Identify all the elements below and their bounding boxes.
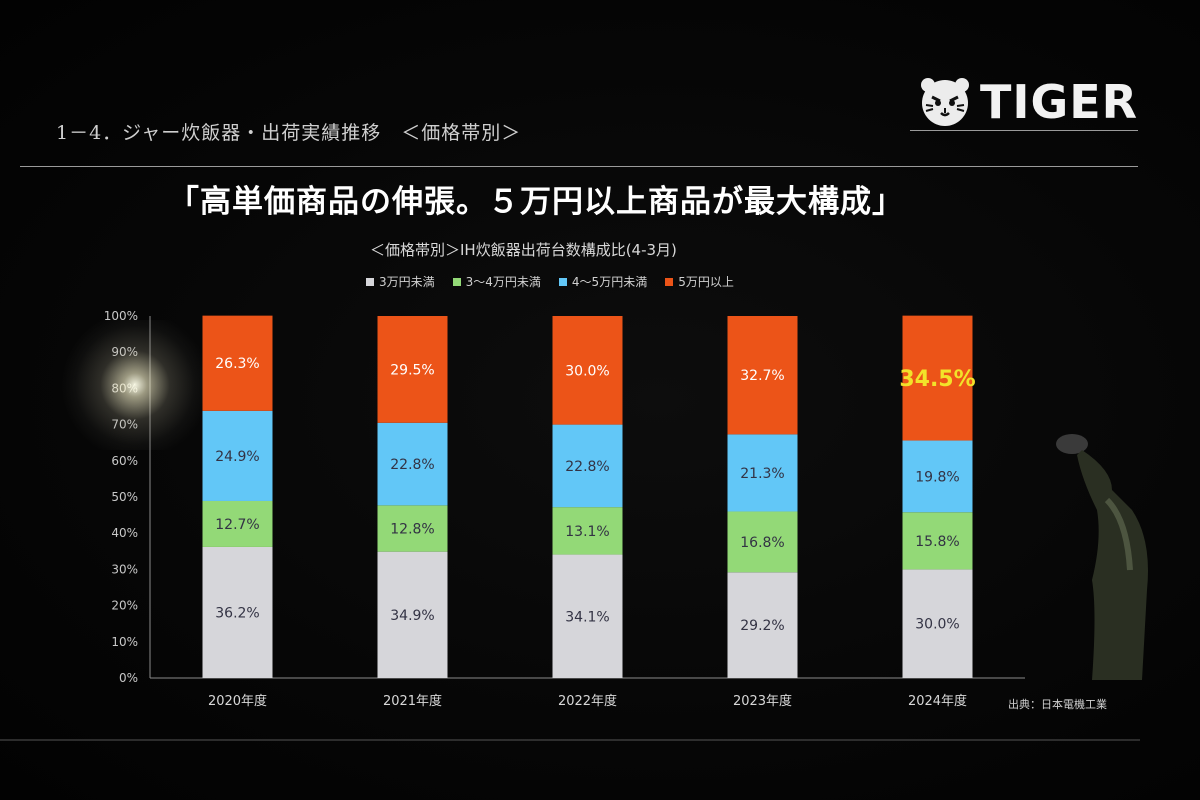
bar-segment bbox=[552, 316, 623, 425]
x-tick-label: 2024年度 bbox=[908, 693, 967, 709]
y-tick-label: 60% bbox=[111, 454, 138, 468]
bar-segment bbox=[202, 500, 273, 547]
data-label: 22.8% bbox=[390, 457, 434, 473]
bar-segment bbox=[902, 315, 973, 441]
x-tick-label: 2023年度 bbox=[733, 693, 792, 709]
legend-swatch bbox=[665, 277, 674, 286]
data-label: 21.3% bbox=[740, 466, 784, 482]
bar-segment bbox=[552, 554, 623, 678]
x-tick-label: 2020年度 bbox=[208, 693, 267, 709]
data-label: 34.5% bbox=[899, 367, 975, 392]
data-label: 12.7% bbox=[215, 517, 259, 533]
data-label: 22.8% bbox=[565, 459, 609, 475]
y-tick-label: 10% bbox=[111, 635, 138, 649]
tiger-logo: TIGER bbox=[918, 74, 1138, 130]
data-label: 19.8% bbox=[915, 469, 959, 485]
x-tick-label: 2022年度 bbox=[558, 693, 617, 709]
data-label: 15.8% bbox=[915, 534, 959, 550]
data-label: 30.0% bbox=[915, 617, 959, 633]
y-tick-label: 90% bbox=[111, 345, 138, 359]
bar-segment bbox=[552, 507, 623, 555]
data-label: 34.1% bbox=[565, 609, 609, 625]
data-label: 12.8% bbox=[390, 521, 434, 537]
logo-underline bbox=[910, 130, 1138, 131]
legend-swatch bbox=[366, 277, 374, 286]
data-label: 32.7% bbox=[740, 368, 784, 384]
chart-legend: 3万円未満 3～4万円未満 4～5万円未満 5万円以上 bbox=[366, 273, 734, 290]
legend-label: 5万円以上 bbox=[678, 275, 734, 289]
bar-segment bbox=[377, 551, 448, 678]
legend-swatch bbox=[558, 277, 567, 286]
bar-segment bbox=[902, 512, 973, 570]
y-tick-label: 0% bbox=[119, 671, 138, 685]
header-divider bbox=[20, 166, 1138, 167]
bar-segment bbox=[377, 422, 448, 506]
legend-label: 3万円未満 bbox=[379, 275, 435, 289]
bar-segment bbox=[727, 572, 798, 678]
bar-segment bbox=[202, 546, 273, 678]
legend-label: 3～4万円未満 bbox=[465, 275, 541, 289]
y-tick-label: 80% bbox=[111, 381, 138, 395]
tiger-head-icon bbox=[921, 78, 969, 126]
data-label: 30.0% bbox=[565, 363, 609, 379]
bar-segment bbox=[727, 316, 798, 435]
y-tick-label: 50% bbox=[111, 490, 138, 504]
x-tick-label: 2021年度 bbox=[383, 693, 442, 709]
data-label: 16.8% bbox=[740, 535, 784, 551]
headline: 「高単価商品の伸張。５万円以上商品が最大構成」 bbox=[168, 184, 904, 220]
bar-segment bbox=[202, 410, 273, 501]
data-label: 29.5% bbox=[390, 362, 434, 378]
bar-segment bbox=[377, 316, 448, 423]
y-tick-label: 70% bbox=[111, 418, 138, 432]
legend-item-4-5man: 4～5万円未満 bbox=[558, 273, 648, 290]
bar-segment bbox=[202, 315, 273, 411]
legend-swatch bbox=[452, 277, 461, 286]
legend-item-under-3man: 3万円未満 bbox=[366, 273, 435, 290]
data-label: 13.1% bbox=[565, 524, 609, 540]
legend-item-over-5man: 5万円以上 bbox=[665, 273, 734, 290]
y-tick-label: 30% bbox=[111, 562, 138, 576]
bar-segment bbox=[552, 424, 623, 508]
y-tick-label: 20% bbox=[111, 599, 138, 613]
data-label: 26.3% bbox=[215, 356, 259, 372]
chart-title: ＜価格帯別＞IH炊飯器出荷台数構成比(4-3月) bbox=[370, 241, 677, 259]
y-tick-label: 40% bbox=[111, 526, 138, 540]
data-label: 34.9% bbox=[390, 608, 434, 624]
data-label: 36.2% bbox=[215, 605, 259, 621]
bar-segment bbox=[377, 505, 448, 552]
presenter-figure bbox=[1056, 434, 1148, 680]
y-tick-label: 100% bbox=[104, 309, 138, 323]
bar-segment bbox=[902, 569, 973, 678]
bar-segment bbox=[902, 440, 973, 513]
legend-item-3-4man: 3～4万円未満 bbox=[452, 273, 541, 290]
logo-wordmark: TIGER bbox=[980, 75, 1139, 129]
legend-label: 4～5万円未満 bbox=[571, 275, 648, 289]
section-title: 1－4．ジャー炊飯器・出荷実績推移 ＜価格帯別＞ bbox=[56, 122, 522, 144]
data-label: 24.9% bbox=[215, 449, 259, 465]
data-label: 29.2% bbox=[740, 618, 784, 634]
bar-segment bbox=[727, 511, 798, 573]
source-note: 出典：日本電機工業 bbox=[1008, 698, 1107, 711]
bar-segment bbox=[727, 434, 798, 512]
